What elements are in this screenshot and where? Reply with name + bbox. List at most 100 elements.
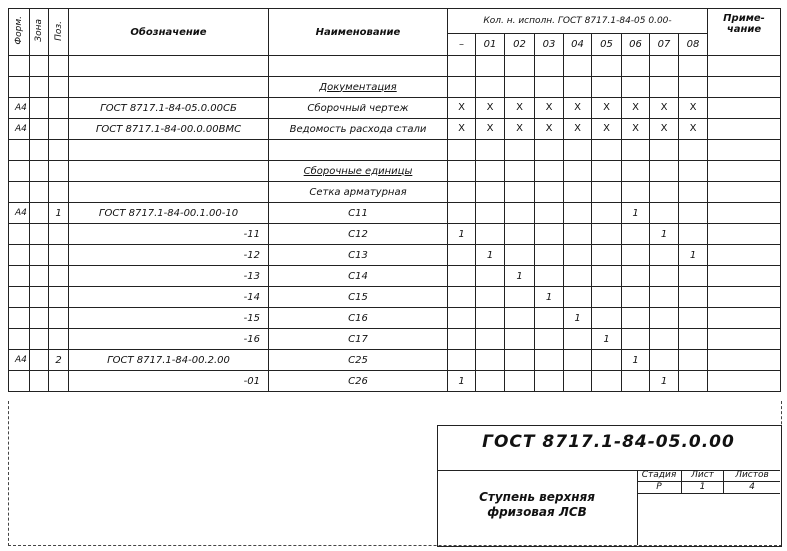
quantity-cell xyxy=(563,55,592,77)
quantity-cell xyxy=(563,265,592,287)
zone-cell xyxy=(29,97,49,119)
quantity-cell xyxy=(447,286,476,308)
table-row: -01 С26 1 1 xyxy=(8,370,781,392)
quantity-cell xyxy=(649,181,679,203)
quantity-cell xyxy=(649,76,679,98)
name-cell: С16 xyxy=(268,307,448,329)
quantity-cell xyxy=(649,139,679,161)
designation-cell: ГОСТ 8717.1-84-00.1.00-10 xyxy=(68,202,269,224)
pos-cell xyxy=(48,55,69,77)
quantity-cell xyxy=(563,286,592,308)
note-cell xyxy=(707,139,781,161)
quantity-cell xyxy=(591,349,622,371)
pos-cell xyxy=(48,97,69,119)
quantity-cell: X xyxy=(678,97,708,119)
quantity-cell xyxy=(678,265,708,287)
table-row: А4 1 ГОСТ 8717.1-84-00.1.00-10 С11 1 xyxy=(8,202,781,224)
quantity-cell xyxy=(534,223,564,245)
zone-cell xyxy=(29,349,49,371)
pos-cell xyxy=(48,139,69,161)
pos-cell xyxy=(48,244,69,266)
quantity-cell: X xyxy=(447,97,476,119)
name-cell: Сборочные единицы xyxy=(268,160,448,182)
quantity-cell xyxy=(475,160,505,182)
quantity-cell: X xyxy=(534,118,564,140)
header-variant: 07 xyxy=(649,33,679,56)
note-cell xyxy=(707,244,781,266)
quantity-cell xyxy=(504,202,535,224)
header-format-text: Форм. xyxy=(14,16,24,45)
format-cell xyxy=(8,55,30,77)
header-note: Приме-чание xyxy=(707,8,781,56)
format-cell xyxy=(8,223,30,245)
pos-cell xyxy=(48,328,69,350)
table-row: -13 С14 1 xyxy=(8,265,781,287)
quantity-cell xyxy=(678,160,708,182)
zone-cell xyxy=(29,265,49,287)
quantity-cell xyxy=(447,265,476,287)
designation-cell: ГОСТ 8717.1-84-00.2.00 xyxy=(68,349,269,371)
quantity-cell: 1 xyxy=(447,223,476,245)
quantity-cell: X xyxy=(504,97,535,119)
quantity-cell: X xyxy=(475,97,505,119)
quantity-cell xyxy=(504,76,535,98)
zone-cell xyxy=(29,202,49,224)
name-cell: Сетка арматурная xyxy=(268,181,448,203)
pos-cell xyxy=(48,265,69,287)
name-cell: С15 xyxy=(268,286,448,308)
designation-cell xyxy=(68,181,269,203)
stage-label: Стадия xyxy=(637,470,682,482)
quantity-cell: X xyxy=(591,97,622,119)
quantity-cell xyxy=(447,307,476,329)
pos-cell xyxy=(48,307,69,329)
quantity-cell xyxy=(591,202,622,224)
note-cell xyxy=(707,118,781,140)
quantity-cell xyxy=(447,55,476,77)
quantity-cell: X xyxy=(621,97,650,119)
quantity-cell xyxy=(447,328,476,350)
format-cell: А4 xyxy=(8,349,30,371)
quantity-cell xyxy=(475,76,505,98)
quantity-cell xyxy=(649,286,679,308)
table-row: -12 С13 1 1 xyxy=(8,244,781,266)
quantity-cell xyxy=(447,139,476,161)
quantity-cell xyxy=(621,76,650,98)
quantity-cell xyxy=(678,202,708,224)
quantity-cell xyxy=(534,328,564,350)
quantity-cell xyxy=(621,286,650,308)
quantity-cell: X xyxy=(621,118,650,140)
zone-cell xyxy=(29,370,49,392)
name-cell: Документация xyxy=(268,76,448,98)
quantity-cell: X xyxy=(504,118,535,140)
table-row: -16 С17 1 xyxy=(8,328,781,350)
quantity-cell xyxy=(563,139,592,161)
quantity-cell xyxy=(504,244,535,266)
pos-cell xyxy=(48,160,69,182)
header-name: Наименование xyxy=(268,8,448,56)
quantity-cell: 1 xyxy=(621,202,650,224)
quantity-cell xyxy=(475,307,505,329)
quantity-cell: 1 xyxy=(534,286,564,308)
quantity-cell xyxy=(678,370,708,392)
table-row xyxy=(8,139,781,161)
quantity-cell xyxy=(591,181,622,203)
sheets-label: Листов xyxy=(724,470,780,482)
quantity-cell xyxy=(621,160,650,182)
quantity-cell xyxy=(649,328,679,350)
zone-cell xyxy=(29,286,49,308)
quantity-cell xyxy=(504,139,535,161)
format-cell xyxy=(8,286,30,308)
quantity-cell xyxy=(534,202,564,224)
quantity-cell xyxy=(447,349,476,371)
quantity-cell: 1 xyxy=(475,244,505,266)
name-cell: С14 xyxy=(268,265,448,287)
quantity-cell xyxy=(621,139,650,161)
quantity-cell: X xyxy=(563,97,592,119)
quantity-cell xyxy=(621,370,650,392)
quantity-cell xyxy=(649,349,679,371)
designation-cell: -15 xyxy=(68,307,269,329)
zone-cell xyxy=(29,160,49,182)
quantity-cell xyxy=(649,265,679,287)
format-cell: А4 xyxy=(8,97,30,119)
